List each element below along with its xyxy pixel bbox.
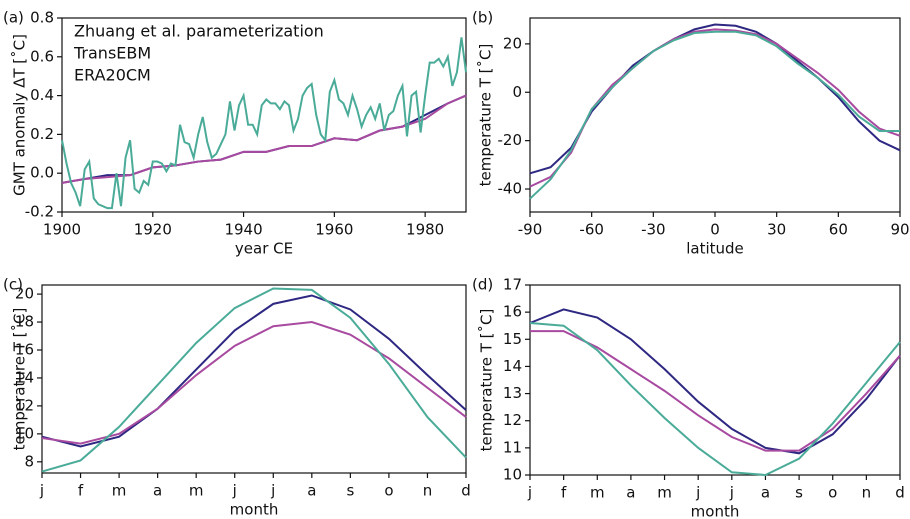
x-tick-label: d <box>461 482 471 500</box>
panel-label: (d) <box>472 276 493 294</box>
plot-frame <box>41 284 467 474</box>
y-axis-label: temperature T [˚C] <box>477 44 495 187</box>
x-tick-label: 1900 <box>43 221 81 239</box>
series-line <box>61 37 467 210</box>
legend-entry: ERA20CM <box>74 66 151 85</box>
legend-entry: TransEBM <box>73 44 151 63</box>
x-tick-label: 1960 <box>315 221 353 239</box>
x-tick-label: m <box>189 482 204 500</box>
y-tick-label: 13 <box>503 384 522 402</box>
y-tick-label: 0.2 <box>30 125 54 143</box>
series-line <box>529 23 901 175</box>
y-tick-label: 12 <box>503 411 522 429</box>
x-axis-label: month <box>691 503 740 519</box>
series-line <box>41 321 467 445</box>
y-tick-label: 20 <box>15 285 34 303</box>
panel-label: (c) <box>3 276 23 294</box>
x-tick-label: a <box>761 484 770 502</box>
panel-label: (a) <box>3 9 24 27</box>
x-tick-label: f <box>561 484 567 502</box>
panel-label: (b) <box>472 9 493 27</box>
x-tick-label: 1980 <box>406 221 444 239</box>
x-tick-label: -30 <box>641 221 666 239</box>
y-tick-label: 0.0 <box>30 164 54 182</box>
y-tick-label: 20 <box>503 34 522 52</box>
x-axis-label: month <box>230 501 279 519</box>
x-tick-label: a <box>626 484 635 502</box>
x-tick-label: s <box>795 484 803 502</box>
x-tick-label: 90 <box>890 221 909 239</box>
series-line <box>529 322 901 477</box>
series-line <box>41 287 467 473</box>
y-tick-label: 0 <box>512 83 522 101</box>
x-tick-label: o <box>384 482 393 500</box>
y-tick-label: 16 <box>503 303 522 321</box>
x-tick-label: n <box>423 482 433 500</box>
y-tick-label: 11 <box>503 438 522 456</box>
legend-entry: Zhuang et al. parameterization <box>74 22 324 41</box>
x-tick-label: m <box>112 482 127 500</box>
x-tick-label: -60 <box>579 221 604 239</box>
x-axis-label: year CE <box>235 240 293 258</box>
series-line <box>41 294 467 448</box>
plot-frame <box>529 284 901 476</box>
x-tick-label: 1920 <box>134 221 172 239</box>
series-line <box>61 94 467 184</box>
y-tick-label: 0.8 <box>30 9 54 27</box>
y-tick-label: 12 <box>15 396 34 414</box>
y-axis-label: temperature T [˚C] <box>11 308 29 451</box>
series-line <box>529 28 901 188</box>
x-tick-label: j <box>232 482 237 500</box>
x-tick-label: n <box>862 484 872 502</box>
y-tick-label: 15 <box>503 330 522 348</box>
series-line <box>529 30 900 200</box>
y-tick-label: 16 <box>15 340 34 358</box>
y-tick-label: -20 <box>498 131 523 149</box>
x-tick-label: f <box>78 482 84 500</box>
x-tick-label: m <box>657 484 672 502</box>
plot-frame <box>61 17 467 213</box>
x-tick-label: j <box>39 482 44 500</box>
x-tick-label: j <box>270 482 275 500</box>
x-tick-label: 30 <box>767 221 786 239</box>
x-tick-label: 1940 <box>224 221 262 239</box>
x-tick-label: o <box>828 484 837 502</box>
series-line <box>529 308 901 455</box>
y-tick-label: 8 <box>24 452 34 470</box>
y-tick-label: 10 <box>503 466 522 484</box>
x-tick-label: 60 <box>829 221 848 239</box>
y-tick-label: 14 <box>15 368 34 386</box>
y-tick-label: 0.4 <box>30 86 54 104</box>
series-line <box>530 330 901 452</box>
y-tick-label: 17 <box>503 276 522 294</box>
x-tick-label: a <box>153 482 162 500</box>
x-tick-label: j <box>695 484 700 502</box>
y-tick-label: -0.2 <box>25 203 54 221</box>
x-axis-label: latitude <box>686 240 744 258</box>
x-tick-label: -90 <box>518 221 543 239</box>
x-tick-label: j <box>729 484 734 502</box>
y-tick-label: -40 <box>498 180 523 198</box>
y-axis-label: GMT anomaly ΔT [˚C] <box>11 34 29 196</box>
x-tick-label: m <box>590 484 605 502</box>
x-tick-label: 0 <box>710 221 720 239</box>
x-tick-label: d <box>895 484 905 502</box>
y-tick-label: 0.6 <box>30 47 54 65</box>
x-tick-label: s <box>346 482 354 500</box>
x-tick-label: a <box>307 482 316 500</box>
y-tick-label: 14 <box>503 357 522 375</box>
y-tick-label: 18 <box>15 313 34 331</box>
plot-frame <box>529 17 901 213</box>
y-tick-label: 10 <box>15 424 34 442</box>
x-tick-label: j <box>527 484 532 502</box>
y-axis-label: temperature T [˚C] <box>478 309 496 452</box>
